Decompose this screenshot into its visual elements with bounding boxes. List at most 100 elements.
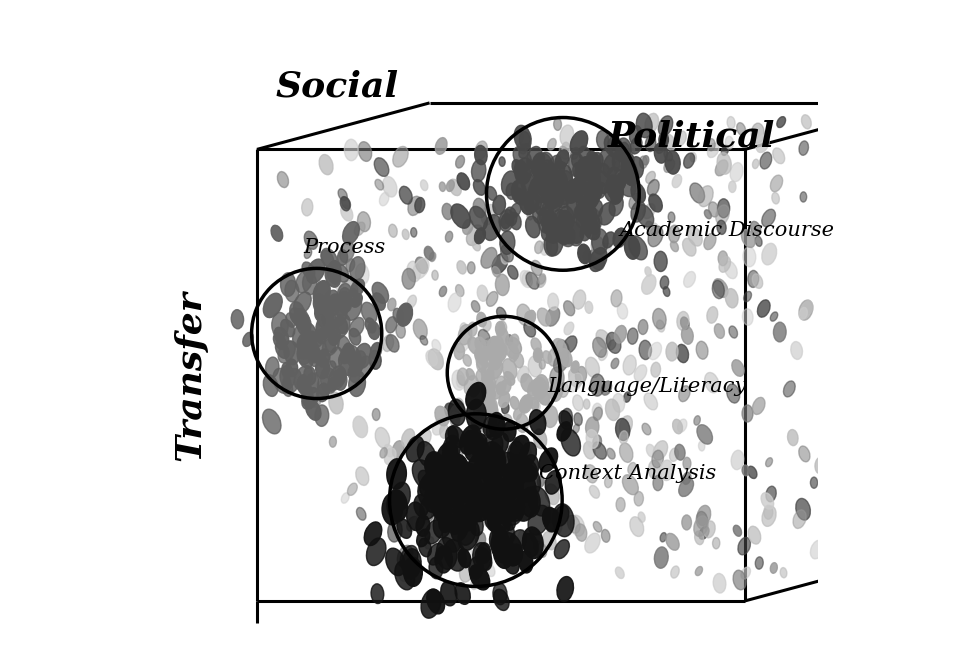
Ellipse shape [454,507,467,527]
Ellipse shape [304,231,318,249]
Ellipse shape [650,223,659,235]
Ellipse shape [515,457,530,475]
Ellipse shape [555,222,574,246]
Ellipse shape [531,260,542,276]
Ellipse shape [455,473,474,502]
Ellipse shape [458,520,479,550]
Ellipse shape [368,321,380,339]
Ellipse shape [505,342,519,359]
Ellipse shape [528,505,550,535]
Ellipse shape [382,493,402,525]
Ellipse shape [520,193,535,214]
Ellipse shape [647,179,659,196]
Ellipse shape [458,505,474,531]
Ellipse shape [671,566,679,578]
Ellipse shape [297,347,313,368]
Ellipse shape [263,374,278,396]
Ellipse shape [272,313,289,338]
Ellipse shape [695,566,703,576]
Ellipse shape [273,333,286,349]
Ellipse shape [553,171,568,192]
Ellipse shape [463,472,483,500]
Ellipse shape [630,517,643,537]
Ellipse shape [712,537,720,549]
Ellipse shape [625,166,638,185]
Ellipse shape [678,386,690,402]
Ellipse shape [556,195,568,214]
Ellipse shape [490,473,503,494]
Ellipse shape [755,236,762,246]
Ellipse shape [553,188,568,208]
Ellipse shape [683,272,696,288]
Ellipse shape [492,344,506,363]
Ellipse shape [575,367,587,384]
Ellipse shape [543,171,555,188]
Ellipse shape [656,320,665,332]
Ellipse shape [460,323,467,333]
Ellipse shape [383,177,397,197]
Ellipse shape [463,473,479,497]
Ellipse shape [486,343,499,361]
Ellipse shape [445,403,459,422]
Ellipse shape [537,388,549,405]
Ellipse shape [705,210,712,218]
Ellipse shape [671,241,678,252]
Ellipse shape [344,295,362,320]
Ellipse shape [467,399,486,430]
Ellipse shape [747,270,759,288]
Ellipse shape [415,257,428,274]
Ellipse shape [319,155,333,175]
Ellipse shape [455,583,470,604]
Ellipse shape [499,211,508,224]
Ellipse shape [540,169,551,183]
Ellipse shape [532,380,543,398]
Ellipse shape [530,178,547,203]
Ellipse shape [615,418,630,440]
Ellipse shape [413,516,421,527]
Ellipse shape [511,180,524,201]
Ellipse shape [315,405,329,426]
Ellipse shape [860,353,870,365]
Ellipse shape [591,236,605,257]
Ellipse shape [556,211,571,229]
Ellipse shape [719,257,731,272]
Ellipse shape [302,273,317,295]
Ellipse shape [439,424,449,438]
Ellipse shape [420,494,437,519]
Ellipse shape [787,430,798,446]
Ellipse shape [781,568,787,578]
Ellipse shape [509,455,526,479]
Ellipse shape [345,345,362,368]
Ellipse shape [492,384,503,399]
Ellipse shape [402,229,409,240]
Ellipse shape [341,197,351,209]
Ellipse shape [476,353,487,370]
Ellipse shape [585,189,599,209]
Ellipse shape [704,233,716,250]
Ellipse shape [729,181,736,193]
Ellipse shape [421,589,441,618]
Ellipse shape [346,259,355,272]
Ellipse shape [523,533,538,556]
Ellipse shape [863,300,876,319]
Ellipse shape [509,349,517,362]
Ellipse shape [434,546,452,573]
Ellipse shape [341,205,353,221]
Ellipse shape [554,209,567,228]
Ellipse shape [589,485,600,498]
Ellipse shape [571,361,579,373]
Ellipse shape [545,471,561,494]
Ellipse shape [448,293,461,312]
Ellipse shape [585,465,598,483]
Ellipse shape [402,548,421,578]
Ellipse shape [755,557,763,569]
Ellipse shape [338,353,356,376]
Ellipse shape [543,406,558,428]
Ellipse shape [301,199,313,216]
Ellipse shape [495,531,510,549]
Ellipse shape [429,349,443,370]
Ellipse shape [585,357,600,378]
Ellipse shape [646,444,655,457]
Ellipse shape [642,275,656,294]
Ellipse shape [573,163,582,177]
